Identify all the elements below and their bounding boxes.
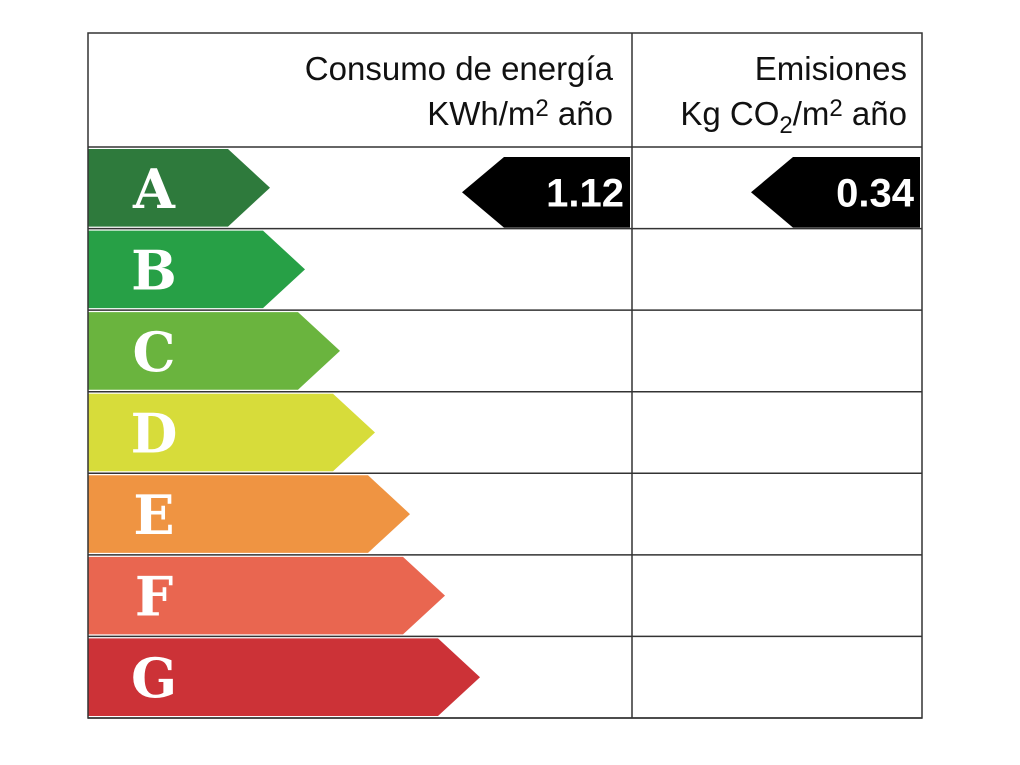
value-label: 0.34: [836, 171, 915, 215]
unit-sup: 2: [829, 95, 842, 122]
value-arrow: [462, 157, 630, 228]
rating-letter: E: [133, 483, 174, 547]
unit-sup: 2: [535, 95, 548, 122]
value-label: 1.12: [546, 171, 624, 215]
consumption-title: Consumo de energía: [305, 50, 614, 87]
value-arrow: [751, 157, 920, 228]
unit-part: /m: [793, 95, 830, 132]
emissions-title: Emisiones: [755, 50, 907, 87]
rating-letter: C: [133, 320, 176, 384]
unit-part: año: [549, 95, 613, 132]
rating-arrow: [88, 230, 305, 309]
rating-letter: G: [131, 646, 177, 710]
rating-letter: F: [135, 565, 173, 629]
rating-letter: B: [131, 238, 177, 302]
rating-arrow: [88, 312, 340, 390]
emissions-unit: Kg CO2/m2 año: [680, 95, 907, 139]
unit-part: Kg CO: [680, 95, 779, 132]
unit-sub: 2: [779, 112, 792, 139]
rating-letter: D: [131, 401, 178, 465]
unit-part: año: [843, 95, 907, 132]
table-grid: [87, 32, 923, 719]
rating-letter: A: [132, 157, 176, 221]
rating-arrow: [88, 556, 445, 635]
consumption-unit: KWh/m2 año: [427, 95, 613, 132]
rating-arrow: [88, 475, 410, 553]
unit-part: KWh/m: [427, 95, 535, 132]
rating-arrow: [88, 393, 375, 472]
rating-arrow: [88, 149, 270, 227]
rating-arrow: [88, 638, 480, 716]
